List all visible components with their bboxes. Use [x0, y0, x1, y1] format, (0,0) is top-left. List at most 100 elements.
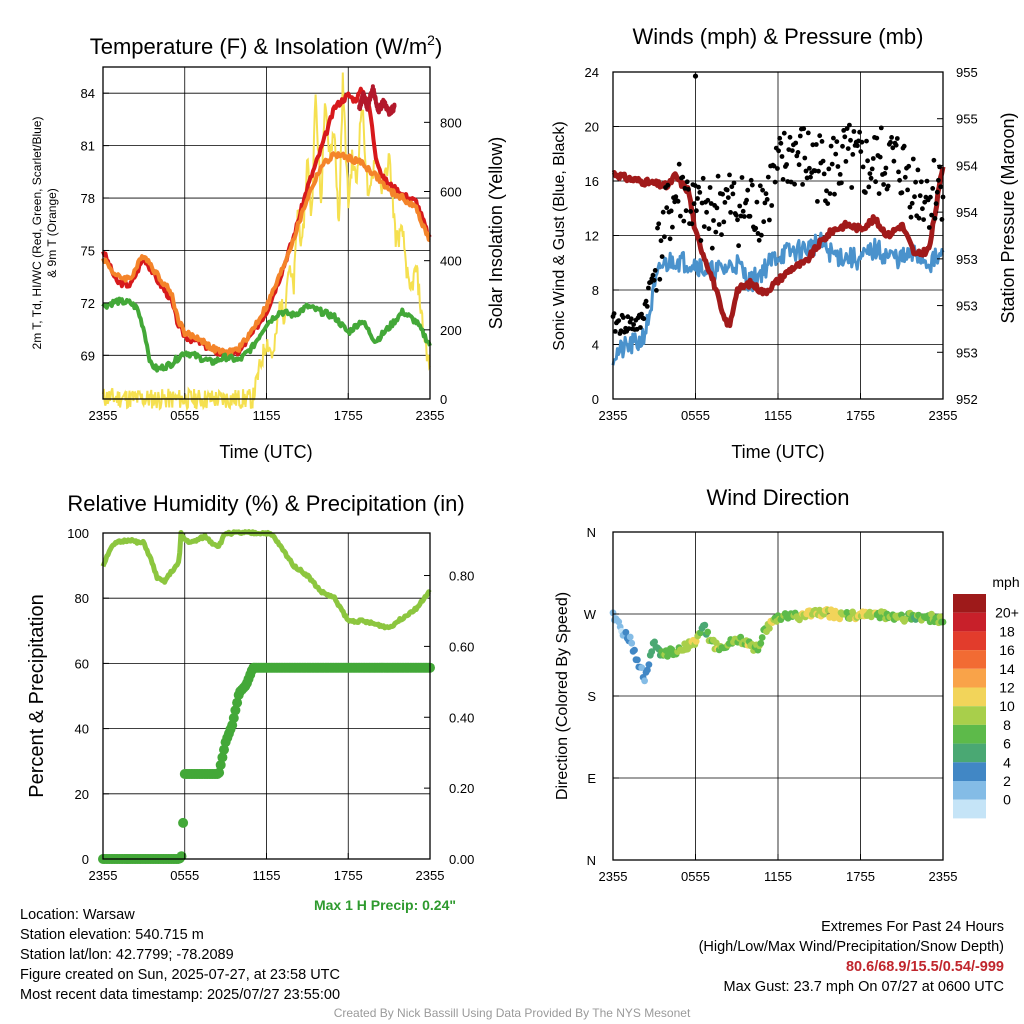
- humidity-y2tick-label: 0.20: [449, 781, 474, 796]
- gust-point: [897, 177, 902, 183]
- gust-point: [725, 195, 731, 201]
- colorbar-label: 8: [1003, 717, 1011, 733]
- direction-xtick-label: 2355: [599, 869, 628, 884]
- temp-ytick-label: 69: [81, 348, 95, 363]
- gust-point: [878, 125, 884, 131]
- gust-point: [675, 198, 681, 204]
- humidity-ytick-label: 40: [75, 722, 89, 737]
- gust-point: [761, 219, 767, 225]
- direction-point: [631, 646, 638, 654]
- extremes-title: Extremes For Past 24 Hours: [821, 919, 1004, 935]
- colorbar-label: 18: [999, 623, 1015, 639]
- gust-point: [698, 238, 704, 243]
- gust-point: [866, 184, 872, 190]
- temp-xtick-label: 1755: [334, 408, 363, 423]
- nine-m-temp-line: [101, 151, 431, 358]
- precip-point: [219, 744, 229, 755]
- direction-point: [757, 639, 765, 647]
- gust-point: [665, 182, 671, 188]
- gust-point: [793, 140, 799, 146]
- direction-point: [832, 607, 839, 615]
- temp-xtick-label: 2355: [89, 408, 118, 423]
- gust-point: [828, 143, 834, 149]
- winds-xtick-label: 2355: [599, 408, 628, 423]
- gust-point: [843, 159, 849, 164]
- colorbar-label: 14: [999, 661, 1015, 677]
- gust-point: [756, 237, 762, 243]
- gust-point: [789, 148, 795, 154]
- gust-point: [807, 165, 812, 171]
- gust-point: [748, 177, 754, 183]
- direction-point: [936, 613, 944, 621]
- gust-point: [864, 138, 869, 144]
- gust-point: [869, 166, 875, 172]
- gust-point: [874, 135, 880, 141]
- gust-point: [827, 191, 833, 197]
- gust-point: [646, 285, 651, 291]
- gust-point: [709, 245, 715, 251]
- temp-xtick-label: 0555: [170, 408, 199, 423]
- gust-point: [727, 172, 732, 178]
- direction-xtick-label: 1155: [764, 869, 792, 884]
- winds-y2tick-label: 954: [956, 158, 978, 173]
- gust-point: [932, 216, 938, 221]
- humidity-xtick-label: 0555: [170, 868, 199, 883]
- colorbar-swatch: [953, 612, 986, 632]
- direction-point: [628, 639, 636, 647]
- precip-point: [178, 817, 189, 828]
- humidity-y2tick-label: 0.40: [449, 710, 474, 725]
- gust-point: [628, 316, 634, 322]
- gust-point: [749, 182, 755, 188]
- gust-point: [821, 171, 827, 177]
- gust-point: [906, 163, 912, 169]
- winds-y-axis-label: Sonic Wind & Gust (Blue, Black): [551, 121, 568, 350]
- gust-point: [775, 166, 780, 171]
- humidity-plot-frame: [102, 532, 431, 860]
- gust-point: [683, 208, 689, 214]
- gust-point: [882, 171, 888, 176]
- winds-y2tick-label: 954: [956, 205, 978, 220]
- gust-point: [795, 150, 801, 155]
- gust-point: [713, 229, 719, 235]
- precip-point: [217, 752, 228, 763]
- gust-point: [714, 205, 720, 211]
- gust-point: [929, 212, 934, 218]
- gust-point: [737, 203, 743, 209]
- direction-point: [638, 664, 646, 671]
- humidity-xtick-label: 1755: [334, 868, 363, 883]
- credit-line: Created By Nick Bassill Using Data Provi…: [333, 1006, 691, 1020]
- humidity-xtick-label: 2355: [416, 868, 445, 883]
- gust-point: [676, 161, 682, 167]
- gust-point: [638, 325, 643, 330]
- gust-point: [863, 190, 868, 195]
- gust-point: [938, 184, 944, 190]
- gust-point: [912, 194, 917, 200]
- station-location: Location: Warsaw: [20, 907, 135, 923]
- gust-point: [763, 191, 769, 197]
- winds-ytick-label: 8: [592, 283, 599, 298]
- gust-point: [924, 178, 930, 184]
- direction-panel: Wind Direction 2355 0555 1155 1755 2355NESWN…: [554, 485, 1020, 884]
- colorbar-label: 0: [1003, 792, 1011, 808]
- gust-point: [928, 194, 933, 200]
- station-info: Location: Warsaw Station elevation: 540.…: [20, 905, 340, 1005]
- gust-point: [720, 191, 725, 197]
- direction-xtick-label: 0555: [681, 869, 710, 884]
- humidity-xtick-label: 2355: [89, 868, 118, 883]
- temp-y2tick-label: 600: [440, 185, 462, 200]
- humidity-ytick-label: 0: [82, 852, 89, 867]
- gust-point: [681, 218, 687, 224]
- gust-point: [711, 218, 716, 223]
- gust-point: [802, 155, 808, 161]
- gust-point: [694, 208, 699, 214]
- winds-xtick-label: 0555: [681, 408, 710, 423]
- winds-y2tick-label: 953: [956, 345, 978, 360]
- gust-point: [784, 162, 789, 167]
- direction-xtick-label: 2355: [929, 869, 958, 884]
- gust-point: [767, 217, 772, 223]
- temp-ytick-label: 78: [81, 191, 95, 206]
- gust-point: [780, 177, 786, 182]
- gust-point: [820, 158, 826, 164]
- gust-point: [779, 154, 785, 159]
